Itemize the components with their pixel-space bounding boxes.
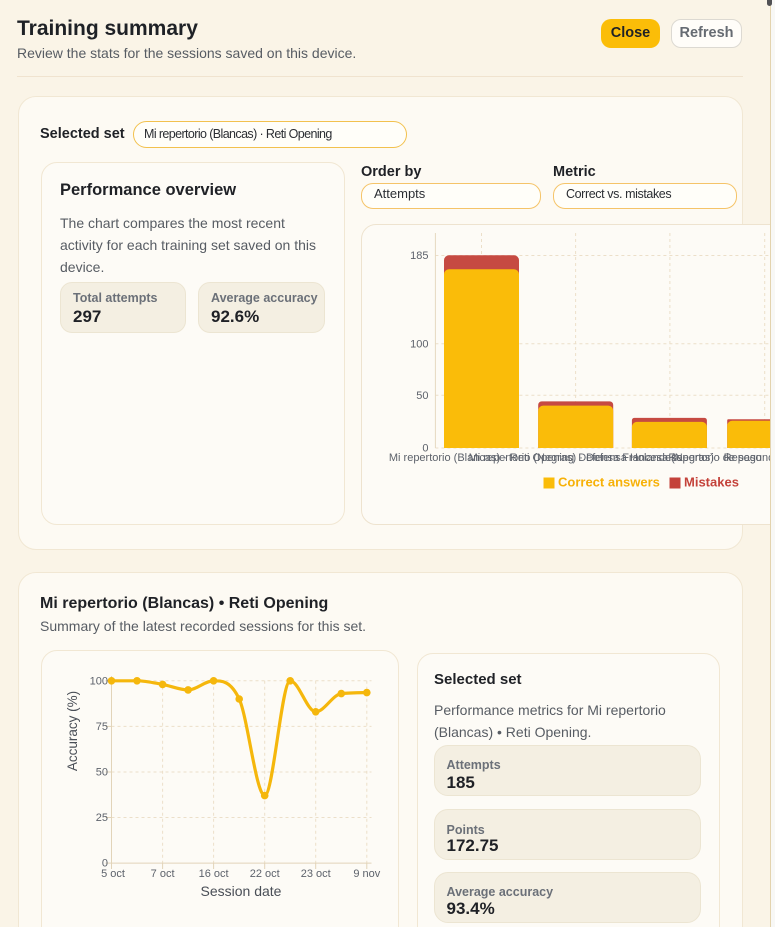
svg-text:100: 100 [410, 339, 428, 351]
svg-text:50: 50 [96, 767, 108, 779]
svg-text:Mi repertorio (Blancas) · Reti: Mi repertorio (Blancas) · Reti Opening [389, 452, 574, 464]
svg-text:Mistakes: Mistakes [684, 475, 739, 490]
svg-text:25: 25 [96, 812, 108, 824]
svg-text:23 oct: 23 oct [301, 868, 331, 880]
svg-text:0: 0 [422, 443, 428, 455]
svg-text:100: 100 [90, 676, 108, 688]
svg-text:22 oct: 22 oct [250, 868, 280, 880]
svg-text:Mi repertorio (Negras) · Defen: Mi repertorio (Negras) · Defensa Holande… [469, 452, 684, 464]
svg-text:16 oct: 16 oct [199, 868, 229, 880]
svg-text:9 nov: 9 nov [353, 868, 380, 880]
svg-text:Repertorio de segundo · Hola (: Repertorio de segundo · Hola (blancas) [668, 452, 770, 464]
svg-text:5 oct: 5 oct [101, 868, 125, 880]
svg-text:0: 0 [102, 858, 108, 870]
svg-text:Session date: Session date [201, 883, 282, 899]
svg-text:Defensa Francesa (Negras) · Re: Defensa Francesa (Negras) · Repaso [578, 452, 761, 464]
svg-text:75: 75 [96, 721, 108, 733]
svg-text:185: 185 [410, 250, 428, 262]
svg-text:50: 50 [416, 390, 428, 402]
svg-text:Correct answers: Correct answers [558, 475, 660, 490]
svg-text:7 oct: 7 oct [151, 868, 175, 880]
svg-text:Accuracy (%): Accuracy (%) [65, 691, 80, 771]
